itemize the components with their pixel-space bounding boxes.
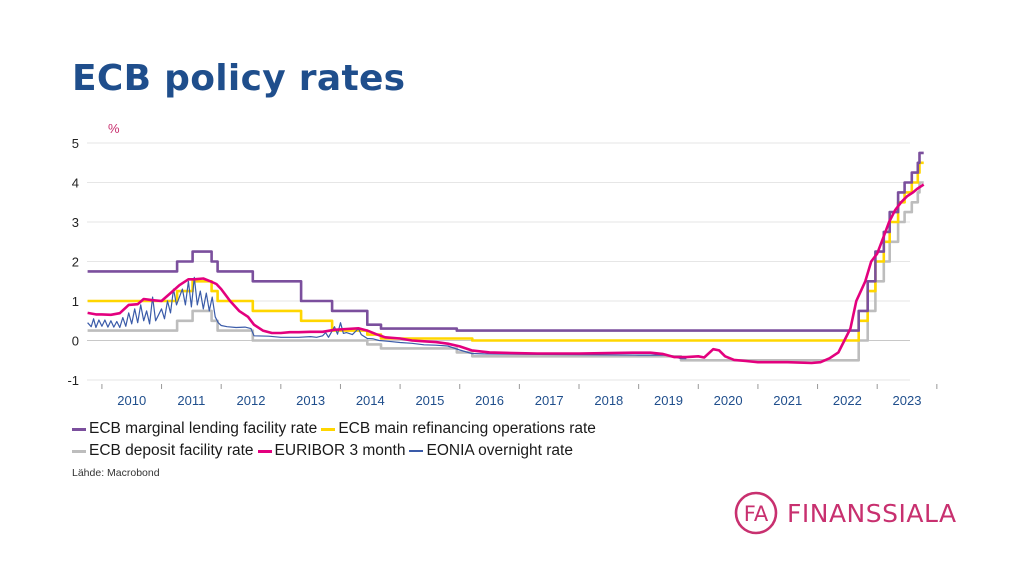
legend-item-marginal-lending: ECB marginal lending facility rate [72,420,317,438]
legend-swatch [72,427,86,431]
x-tick-label: 2022 [833,393,862,408]
y-tick-label: 3 [72,215,79,230]
x-tick-label: 2019 [654,393,683,408]
series-line [87,161,924,342]
x-tick-label: 2012 [237,393,266,408]
logo-mark-icon: FA [734,491,778,535]
x-tick-label: 2023 [893,393,922,408]
y-tick-label: 5 [72,136,79,151]
logo-mark-text: FA [744,502,769,526]
series-line [87,151,924,332]
series-line [87,181,924,362]
legend-swatch [257,449,272,453]
legend-swatch [409,450,424,452]
legend-row: ECB deposit facility rate EURIBOR 3 mont… [72,440,600,462]
legend-item-main-refinancing: ECB main refinancing operations rate [321,420,596,438]
x-tick-label: 2015 [415,393,444,408]
x-tick-label: 2021 [773,393,802,408]
source-note: Lähde: Macrobond [72,467,160,479]
x-tick-label: 2020 [714,393,743,408]
logo-wordmark: FINANSSIALA [787,498,957,528]
page-title: ECB policy rates [72,58,406,99]
y-axis-ticks: -1 0 1 2 3 4 5 [67,136,79,388]
x-tick-label: 2018 [594,393,623,408]
legend-item-eonia: EONIA overnight rate [409,442,573,460]
legend-label: EURIBOR 3 month [274,442,406,459]
series-line [87,276,687,360]
y-axis-unit-label: % [108,121,120,136]
x-tick-label: 2016 [475,393,504,408]
legend-row: ECB marginal lending facility rate ECB m… [72,418,600,440]
legend-swatch [72,449,86,453]
x-axis-ticks: 2010 2011 2012 2013 2014 2015 2016 2017 2018 2019… [101,384,938,408]
legend-swatch [321,427,336,431]
y-tick-label: 2 [72,255,79,270]
x-tick-label: 2011 [177,393,205,408]
y-tick-label: 0 [72,334,79,349]
x-tick-label: 2017 [535,393,564,408]
legend-label: ECB marginal lending facility rate [89,420,318,437]
legend-label: ECB deposit facility rate [89,442,254,459]
legend-label: ECB main refinancing operations rate [338,420,596,437]
x-tick-label: 2013 [296,393,325,408]
y-tick-label: -1 [67,373,79,388]
y-tick-label: 4 [72,176,79,191]
x-tick-label: 2014 [356,393,385,408]
series-line [87,183,925,365]
series-lines [87,151,925,365]
legend-item-euribor: EURIBOR 3 month [257,442,406,460]
y-tick-label: 1 [72,294,79,309]
chart-legend: ECB marginal lending facility rate ECB m… [72,418,600,462]
finanssiala-logo: FA FINANSSIALA [733,490,957,536]
legend-label: EONIA overnight rate [426,442,573,459]
legend-item-deposit-facility: ECB deposit facility rate [72,442,254,460]
x-tick-label: 2010 [117,393,146,408]
